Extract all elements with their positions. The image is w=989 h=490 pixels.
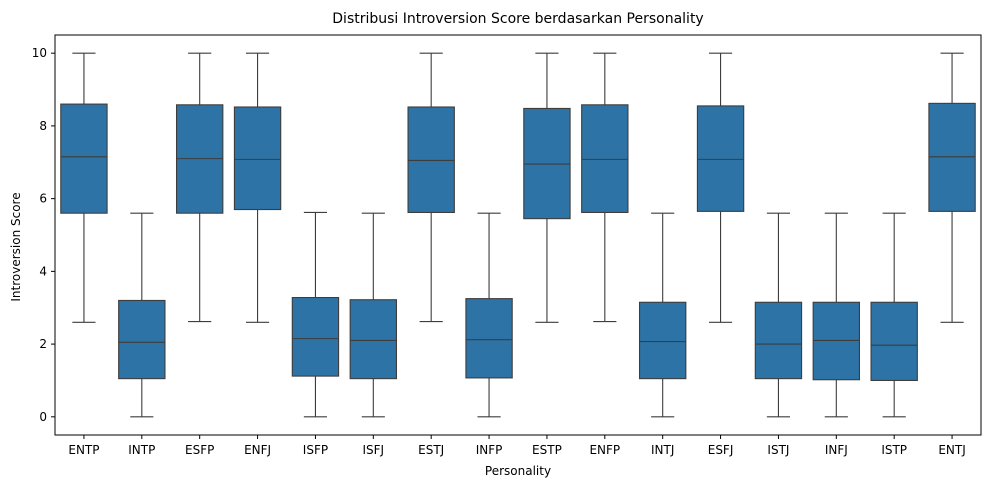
x-tick-label: INTJ [651,443,674,457]
x-tick-label: ENTP [68,443,99,457]
x-tick-label: ISFP [303,443,328,457]
box-istp [870,301,918,382]
box-enfj [233,106,282,211]
x-tick-label: ENTJ [938,443,965,457]
box-entp [60,103,108,214]
x-tick-label: INTP [128,443,155,457]
box-isfp [291,296,340,377]
box-intp [118,299,166,380]
box-istj [754,301,803,380]
x-tick-label: ESFP [185,443,214,457]
y-tick-label: 10 [32,46,47,60]
box-enfp [581,104,629,214]
x-tick-label: INFJ [825,443,848,457]
x-axis-label: Personality [485,464,551,478]
box-estj [407,106,455,214]
x-tick-label: ESFJ [708,443,734,457]
box-esfj [696,105,745,212]
y-tick-label: 4 [39,264,47,278]
y-tick-label: 2 [39,337,47,351]
x-tick-label: INFP [476,443,503,457]
x-tick-label: ISFJ [363,443,385,457]
plot-area: 0 2 4 6 8 10 ENTP INTP ESFP ENFJ ISFP ISFJ ESTJ INFP E… [32,46,976,457]
y-axis-label: Introversion Score [9,192,23,301]
x-tick-label: ENFJ [244,443,271,457]
plot-frame [54,34,982,436]
box-infp [465,298,513,379]
x-tick-label: ISTP [881,443,907,457]
box-isfj [349,299,398,380]
x-tick-label: ESTJ [418,443,444,457]
y-tick-label: 6 [39,192,47,206]
x-tick-label: ESTP [532,443,562,457]
y-tick-label: 8 [39,119,47,133]
box-intj [638,301,687,380]
x-tick-label: ISTJ [767,443,789,457]
y-tick-label: 0 [39,410,47,424]
x-tick-label: ENFP [589,443,620,457]
chart-title: Distribusi Introversion Score berdasarka… [332,11,703,27]
